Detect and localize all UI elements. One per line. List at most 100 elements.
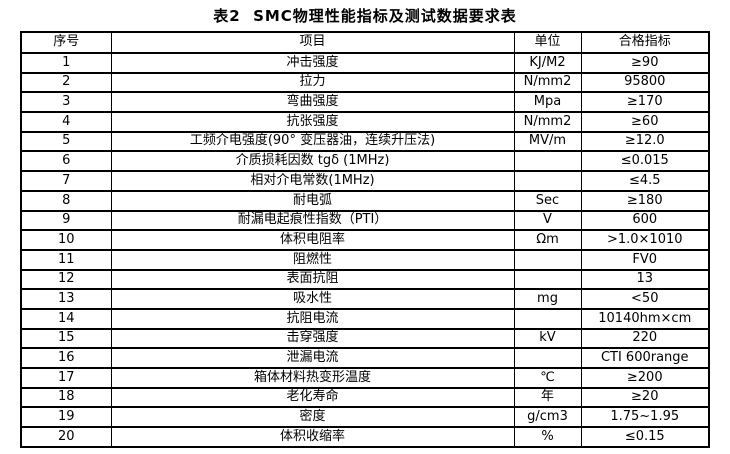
table-row: 4 抗张强度 N/mm2 ≥60 [20,111,710,133]
table-row: 19 密度 g/cm3 1.75~1.95 [20,406,710,429]
cell-unit: Sec [513,189,582,212]
cell-unit: Ωm [513,229,582,251]
cell-item: 密度 [110,406,515,429]
cell-unit [513,347,582,369]
table-row: 9 耐漏电起痕性指数（PTI） V 600 [20,209,710,232]
header-cell-seq: 序号 [20,31,112,54]
table-row: 13 吸水性 mg <50 [20,288,710,310]
cell-unit: mg [513,288,582,310]
cell-item: 阻燃性 [110,248,515,271]
cell-unit [513,248,582,271]
cell-unit: KJ/M2 [513,52,582,74]
cell-seq: 18 [20,386,112,409]
cell-item: 表面抗阻 [110,268,515,291]
cell-unit: 年 [513,386,582,409]
cell-seq: 3 [20,91,112,114]
cell-spec: ≥200 [580,367,710,389]
cell-spec: ≤4.5 [580,170,710,192]
cell-spec: ≥170 [580,91,710,114]
cell-seq: 14 [20,307,112,330]
cell-unit: N/mm2 [513,71,582,94]
cell-item: 弯曲强度 [110,91,515,114]
cell-seq: 8 [20,189,112,212]
cell-item: 体积电阻率 [110,229,515,251]
cell-unit [513,268,582,291]
cell-spec: ≥180 [580,189,710,212]
cell-item: 抗张强度 [110,111,515,133]
spec-table: 序号 项目 单位 合格指标 1 冲击强度 KJ/M2 ≥90 2 拉力 N/mm2 95800… [20,31,710,448]
table-body: 1 冲击强度 KJ/M2 ≥90 2 拉力 N/mm2 95800 3 弯曲强度 Mpa ≥170 4 抗… [20,52,710,448]
cell-seq: 20 [20,426,112,448]
cell-unit: % [513,426,582,448]
cell-spec: 220 [580,327,710,350]
table-row: 18 老化寿命年 ≥20 [20,386,710,409]
cell-seq: 17 [20,367,112,389]
cell-seq: 11 [20,248,112,271]
cell-seq: 9 [20,209,112,232]
page-title: 表2 SMC物理性能指标及测试数据要求表 [213,7,517,25]
cell-item: 体积收缩率 [110,426,515,448]
table-row: 3 弯曲强度 Mpa ≥170 [20,91,710,114]
cell-seq: 13 [20,288,112,310]
cell-spec: <50 [580,288,710,310]
cell-item: 拉力 [110,71,515,94]
table-row: 15 击穿强度 kV 220 [20,327,710,350]
cell-unit: g/cm3 [513,406,582,429]
cell-spec: ≥60 [580,111,710,133]
cell-unit [513,170,582,192]
cell-item: 箱体材料热变形温度 [110,367,515,389]
table-row: 12 表面抗阻 13 [20,268,710,291]
cell-spec: ≤0.015 [580,150,710,173]
cell-spec: ≥20 [580,386,710,409]
cell-unit [513,307,582,330]
cell-item: 泄漏电流 [110,347,515,369]
table-row: 1 冲击强度 KJ/M2 ≥90 [20,52,710,74]
cell-unit: Mpa [513,91,582,114]
cell-spec: 13 [580,268,710,291]
cell-spec: 95800 [580,71,710,94]
cell-spec: 600 [580,209,710,232]
cell-spec: 10140hm×cm [580,307,710,330]
cell-item: 工频介电强度(90° 变压器油，连续升压法) [110,130,515,153]
header-cell-unit: 单位 [513,31,582,54]
cell-spec: ≥90 [580,52,710,74]
cell-spec: >1.0×1010 [580,229,710,251]
cell-seq: 15 [20,327,112,350]
cell-seq: 7 [20,170,112,192]
cell-seq: 2 [20,71,112,94]
cell-seq: 19 [20,406,112,429]
cell-item: 相对介电常数(1MHz) [110,170,515,192]
cell-item: 击穿强度 [110,327,515,350]
table-row: 7 相对介电常数(1MHz) ≤4.5 [20,170,710,192]
table-row: 16 泄漏电流 CTI 600range [20,347,710,369]
table-row: 11 阻燃性 FV0 [20,248,710,271]
cell-unit [513,150,582,173]
table-row: 5 工频介电强度(90° 变压器油，连续升压法) MV/m ≥12.0 [20,130,710,153]
cell-item: 耐电弧 [110,189,515,212]
cell-spec: CTI 600range [580,347,710,369]
cell-seq: 4 [20,111,112,133]
table-row: 10 体积电阻率 Ωm >1.0×1010 [20,229,710,251]
cell-seq: 1 [20,52,112,74]
cell-item: 冲击强度 [110,52,515,74]
cell-seq: 6 [20,150,112,173]
cell-item: 吸水性 [110,288,515,310]
cell-seq: 12 [20,268,112,291]
header-cell-spec: 合格指标 [580,31,710,54]
table-row: 8 耐电弧 Sec ≥180 [20,189,710,212]
cell-item: 老化寿命 [110,386,515,409]
cell-spec: ≥12.0 [580,130,710,153]
cell-spec: ≤0.15 [580,426,710,448]
header-cell-item: 项目 [110,31,515,54]
cell-unit: V [513,209,582,232]
cell-unit: kV [513,327,582,350]
cell-seq: 16 [20,347,112,369]
table-row: 2 拉力 N/mm2 95800 [20,71,710,94]
cell-seq: 10 [20,229,112,251]
cell-unit: ℃ [513,367,582,389]
cell-item: 介质损耗因数 tgδ (1MHz) [110,150,515,173]
table-row: 6 介质损耗因数 tgδ (1MHz) ≤0.015 [20,150,710,173]
cell-spec: FV0 [580,248,710,271]
cell-item: 抗阻电流 [110,307,515,330]
